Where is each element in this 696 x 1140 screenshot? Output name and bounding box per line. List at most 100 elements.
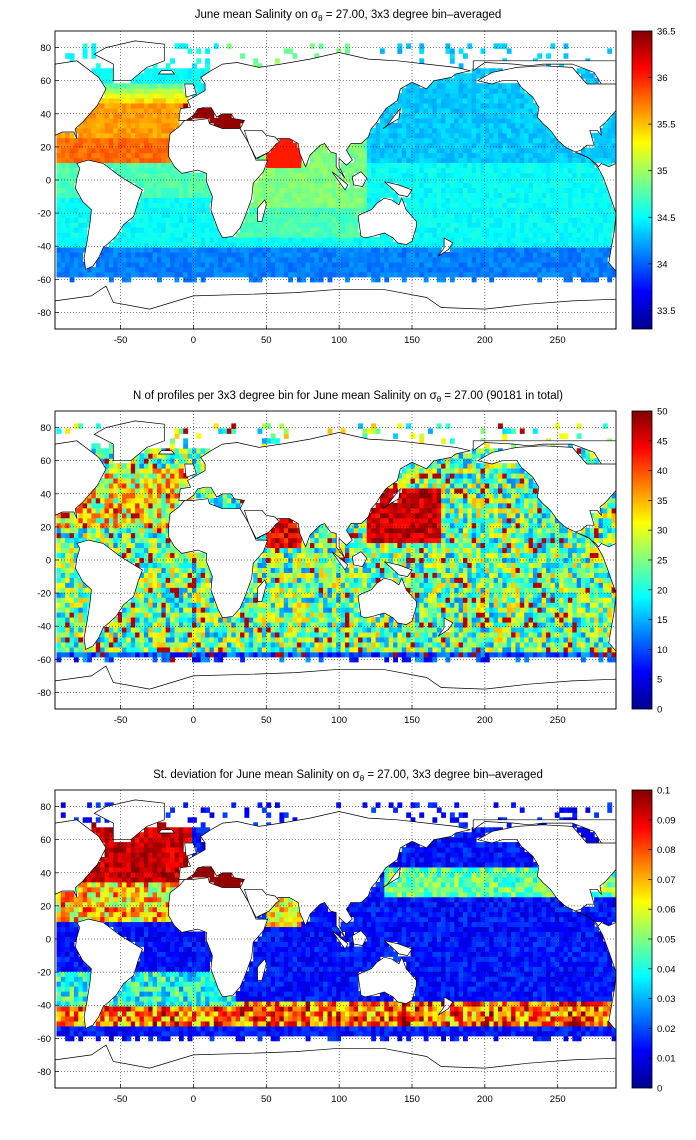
data-cell [183,232,189,238]
data-cell [143,512,149,519]
data-cell [130,162,136,169]
data-cell [135,98,140,104]
data-cell [108,266,114,273]
data-cell [73,212,79,218]
data-cell [349,167,355,174]
data-cell [410,162,416,169]
data-cell [187,627,193,633]
data-cell [170,438,175,444]
data-cell [292,53,298,59]
data-cell [498,187,503,193]
data-cell [56,577,62,583]
data-cell [563,43,569,49]
data-cell [519,103,525,109]
data-cell [288,187,293,193]
data-cell [572,187,578,193]
data-cell [244,237,250,243]
data-cell [275,242,280,248]
data-cell [104,68,110,74]
data-cell [187,252,193,258]
data-cell [152,177,158,183]
data-cell [69,587,75,593]
data-cell [165,93,171,99]
data-cell [235,242,241,248]
data-cell [161,602,167,608]
data-cell [200,202,206,208]
data-cell [82,651,88,658]
data-cell [100,517,106,524]
data-cell [87,651,92,658]
data-cell [567,162,573,169]
data-cell [441,217,446,223]
data-cell [174,651,180,658]
data-cell [205,222,210,228]
data-cell [314,152,320,159]
data-cell [69,192,75,198]
data-cell [296,232,302,238]
data-cell [157,592,162,598]
data-cell [493,247,499,253]
data-cell [524,103,530,109]
data-cell [205,247,210,253]
data-cell [353,217,359,223]
data-cell [100,252,106,258]
data-cell [196,552,202,558]
data-cell [388,257,394,263]
data-cell [366,152,372,159]
data-cell [205,227,210,233]
data-cell [87,147,92,154]
data-cell [340,222,346,228]
data-cell [463,217,468,223]
data-cell [152,73,158,79]
data-cell [113,127,119,134]
data-cell [314,53,320,59]
data-cell [432,182,438,188]
data-cell [467,207,473,213]
data-cell [546,157,551,164]
data-cell [353,212,359,218]
data-cell [449,88,455,94]
data-cell [226,257,232,263]
data-cell [152,577,158,583]
data-cell [318,271,324,278]
data-cell [69,142,75,149]
data-cell [515,167,521,174]
data-cell [414,212,420,218]
data-cell [143,262,149,268]
data-cell [165,237,171,243]
data-cell [95,651,101,658]
data-cell [301,237,307,243]
data-cell [559,222,565,228]
data-cell [602,257,608,263]
data-cell [139,582,145,588]
data-cell [117,103,123,109]
data-cell [69,247,75,253]
data-cell [78,532,84,539]
data-cell [117,108,123,114]
data-cell [349,212,355,218]
data-cell [270,147,276,154]
data-cell [196,257,202,263]
data-cell [371,266,377,273]
data-cell [139,257,145,263]
data-cell [388,157,394,164]
data-cell [598,152,604,159]
data-cell [56,147,62,154]
data-cell [379,162,385,169]
data-cell [375,157,381,164]
data-cell [484,271,490,278]
data-cell [541,187,547,193]
data-cell [157,207,162,213]
data-cell [108,68,114,74]
data-cell [423,217,429,223]
data-cell [393,147,398,154]
data-cell [366,262,372,268]
data-cell [515,172,521,178]
data-cell [73,202,79,208]
data-cell [388,167,394,174]
data-cell [183,622,189,628]
data-cell [506,98,512,104]
data-cell [589,247,595,253]
data-cell [157,137,162,144]
data-cell [108,262,114,268]
